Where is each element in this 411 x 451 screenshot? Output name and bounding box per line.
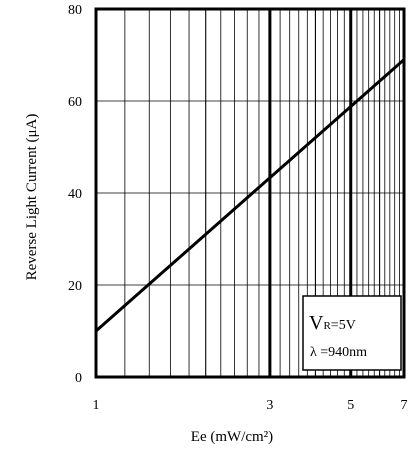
x-tick-label: 7 (401, 398, 408, 413)
plot-frame (94, 7, 406, 379)
x-tick-label: 5 (347, 398, 354, 413)
legend-v: V (309, 312, 324, 334)
x-tick-label: 1 (93, 398, 100, 413)
y-tick-labels: 0 20 40 60 80 (68, 3, 82, 386)
legend-frame (302, 295, 402, 371)
y-tick-label: 40 (68, 187, 82, 202)
y-tick-label: 60 (68, 95, 82, 110)
series-group (95, 58, 405, 333)
series-line (95, 58, 405, 333)
y-tick-label: 0 (75, 371, 82, 386)
y-axis-label: Reverse Light Current (μA) (24, 114, 40, 281)
y-tick-label: 20 (68, 279, 82, 294)
legend-v-rest: =5V (331, 318, 356, 333)
y-tick-label: 80 (68, 3, 82, 18)
x-tick-label: 3 (266, 398, 273, 413)
legend-v-sub: R (323, 320, 331, 332)
legend-vr: VR=5V (309, 312, 356, 334)
legend-wavelength: λ =940nm (310, 345, 367, 360)
x-axis-label: Ee (mW/cm²) (191, 429, 273, 445)
x-tick-labels: 1 3 5 7 (93, 398, 408, 413)
legend-box: VR=5V λ =940nm (302, 295, 402, 371)
